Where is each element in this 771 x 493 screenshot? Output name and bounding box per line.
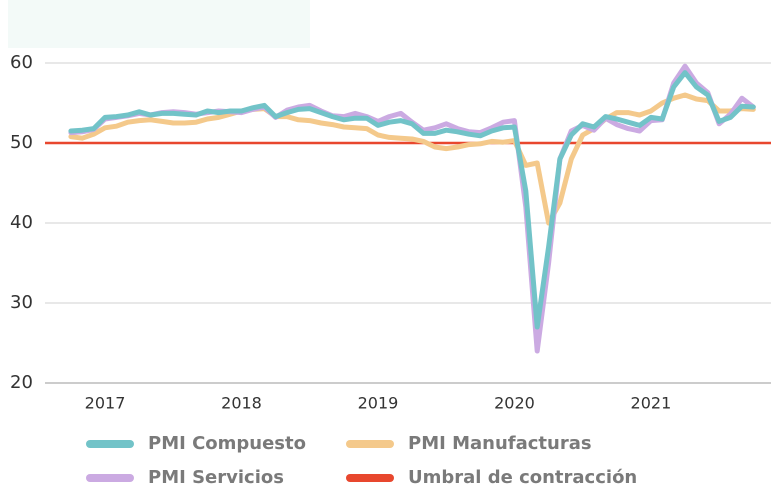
header-box (8, 0, 310, 48)
legend-label: Umbral de contracción (408, 467, 637, 488)
y-tick-label: 60 (10, 52, 33, 73)
x-tick-label: 2021 (631, 394, 672, 413)
x-tick-label: 2020 (494, 394, 535, 413)
series-line (68, 70, 756, 330)
legend-label: PMI Servicios (148, 467, 284, 488)
x-tick-label: 2019 (358, 394, 399, 413)
legend-label: PMI Compuesto (148, 433, 306, 454)
y-tick-label: 50 (10, 132, 33, 153)
legend-label: PMI Manufacturas (408, 433, 592, 454)
x-tick-label: 2017 (85, 394, 126, 413)
y-tick-label: 40 (10, 212, 33, 233)
y-tick-label: 30 (10, 292, 33, 313)
series-line (68, 92, 756, 226)
y-tick-label: 20 (10, 372, 33, 393)
x-tick-label: 2018 (221, 394, 262, 413)
